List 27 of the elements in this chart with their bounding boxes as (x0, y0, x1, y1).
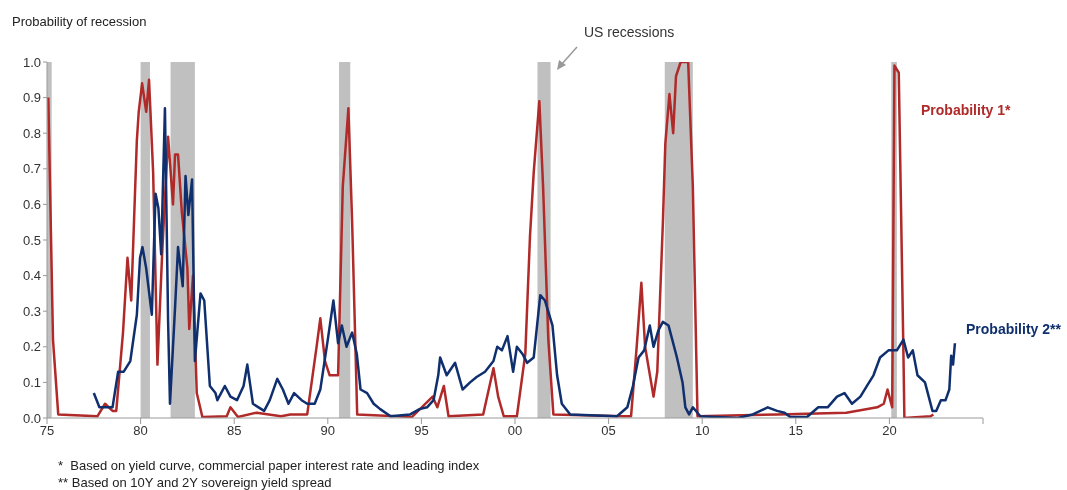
y-tick-label: 0.3 (22, 303, 41, 319)
y-tick-label: 0.9 (22, 90, 41, 106)
y-tick-label: 0.2 (22, 339, 41, 355)
x-tick-label: 90 (320, 423, 336, 439)
series-label: Probability 1* (921, 102, 1011, 118)
x-tick-label: 10 (694, 423, 710, 439)
y-tick-label: 0.1 (22, 375, 41, 391)
x-tick-label: 75 (39, 423, 55, 439)
y-tick-label: 0.7 (22, 161, 41, 177)
y-axis-title: Probability of recession (12, 14, 147, 29)
y-tick-label: 0.0 (22, 410, 41, 426)
x-tick-label: 00 (507, 423, 523, 439)
series-label: Probability 2** (966, 321, 1061, 337)
x-tick-label: 95 (414, 423, 429, 439)
text: US recessions (584, 24, 675, 40)
y-tick-label: 0.4 (22, 268, 41, 284)
x-tick-label: 05 (601, 423, 616, 439)
y-tick-label: 1.0 (22, 54, 41, 70)
x-tick-label: 20 (882, 423, 897, 439)
y-tick-label: 0.5 (22, 232, 41, 248)
x-tick-label: 80 (133, 423, 148, 439)
y-tick-label: 0.6 (22, 197, 41, 213)
x-tick-label: 15 (788, 423, 804, 439)
x-tick-label: 85 (226, 423, 242, 439)
text: ** Based on 10Y and 2Y sovereign yield spread (58, 475, 332, 490)
y-tick-label: 0.8 (22, 125, 41, 141)
text: * Based on yield curve, commercial paper interest rate and leading index (58, 458, 480, 473)
